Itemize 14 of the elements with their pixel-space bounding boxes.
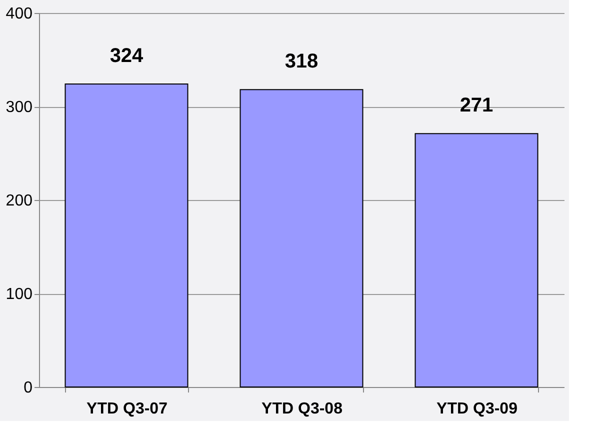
data-label: 271 xyxy=(460,94,494,117)
bar xyxy=(414,133,538,388)
data-label: 318 xyxy=(284,50,318,73)
y-tick-label: 300 xyxy=(6,99,33,116)
y-tick-label: 100 xyxy=(6,286,33,303)
y-tick-label: 200 xyxy=(6,192,33,210)
x-tick-label: YTD Q3-09 xyxy=(436,400,518,418)
x-tick-label: YTD Q3-07 xyxy=(86,400,168,418)
y-tick-label: 0 xyxy=(24,380,33,396)
y-tick-label: 400 xyxy=(6,6,33,22)
x-tick-label: YTD Q3-08 xyxy=(262,400,343,418)
bar xyxy=(240,89,364,388)
data-label: 324 xyxy=(110,45,144,68)
bar xyxy=(64,84,188,388)
